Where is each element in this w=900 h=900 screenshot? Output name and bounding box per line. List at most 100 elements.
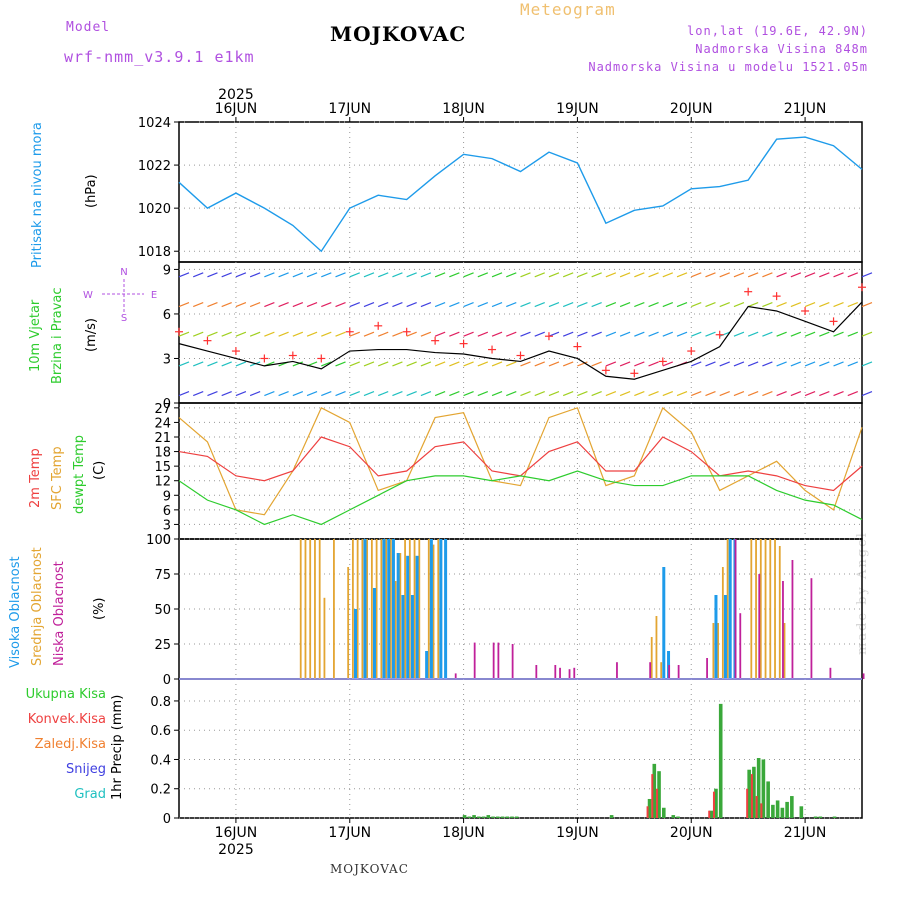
wind-barb (577, 272, 588, 278)
wind-barb (619, 331, 631, 337)
wind-barb (406, 301, 417, 308)
cloud-bar (739, 613, 742, 679)
cloud-bar (734, 539, 737, 679)
cloud-bar (385, 539, 387, 679)
wind-barb (434, 272, 446, 278)
wind-barb (434, 361, 446, 367)
wind-barb (235, 301, 247, 308)
wind-barb (463, 272, 474, 278)
panel-frame-wind (178, 261, 863, 404)
cloud-bar (473, 642, 476, 679)
precip-bar (718, 703, 723, 818)
cloud-bar (721, 567, 724, 679)
wind-barb (193, 272, 204, 278)
wind-barb (548, 361, 560, 367)
wind-barb (719, 391, 730, 397)
wind-barb (861, 361, 873, 367)
legend-snow: Snijeg (66, 762, 106, 777)
wind-barb (520, 272, 531, 278)
cloud-bar (404, 539, 406, 679)
precip-bar (647, 798, 652, 818)
wind-barb (207, 301, 218, 308)
wind-barb (605, 331, 617, 337)
cloud-bar (559, 667, 561, 679)
precip-bar (472, 815, 476, 818)
wind-barb (406, 272, 417, 278)
cloud-bar (406, 555, 410, 679)
cloud-bar (375, 539, 378, 679)
wind-barb (847, 361, 858, 367)
wind-barb (676, 331, 688, 337)
wind-barb (676, 272, 688, 278)
ytick-label-temperature: 3 (163, 518, 171, 533)
cloud-bar (764, 539, 767, 679)
ytick-label-pressure: 1018 (138, 245, 171, 260)
wind-barb (420, 272, 432, 278)
wind-barb (548, 331, 560, 337)
wind-barb (719, 331, 730, 337)
wind-barb (449, 391, 460, 397)
wind-barb (719, 272, 730, 278)
cloud-bar (351, 539, 354, 679)
cloud-bar (454, 673, 457, 679)
wind-barb (363, 361, 375, 367)
ytick-label-precip: 0 (163, 812, 171, 827)
wind-barb (178, 272, 190, 278)
wind-barb (264, 272, 275, 278)
wind-barb (833, 391, 844, 397)
ytick-label-pressure: 1024 (138, 116, 171, 131)
wind-barb (719, 301, 730, 308)
wind-barb (847, 391, 858, 397)
cloud-bar (318, 539, 321, 679)
wind-barb (392, 272, 403, 278)
precip-bar (651, 774, 654, 818)
cloud-bar (758, 574, 761, 679)
wind-barb (676, 391, 688, 397)
wind-barb (861, 301, 873, 308)
wind-barb (804, 361, 816, 367)
wind-barb (861, 331, 873, 337)
ytick-label-pressure: 1022 (138, 159, 171, 174)
wind-barb (363, 301, 375, 308)
wind-barb (434, 331, 446, 337)
wind-barb (790, 361, 802, 367)
cloud-bar (425, 651, 429, 679)
wind-barb (548, 272, 560, 278)
wind-barb (235, 331, 247, 337)
ytick-label-temperature: 18 (154, 446, 171, 461)
cloud-bar (810, 578, 813, 679)
ytick-label-temperature: 6 (163, 504, 171, 519)
wind-barb (577, 331, 588, 337)
wind-barb (363, 331, 375, 337)
wind-barb (790, 331, 802, 337)
wind-barb (776, 361, 787, 367)
precip-bar (756, 758, 761, 818)
wind-barb (491, 391, 503, 397)
legend-total-rain: Ukupna Kisa (25, 687, 106, 702)
precip-bar (656, 788, 659, 818)
wind-barb (662, 331, 674, 337)
wind-barb (804, 331, 816, 337)
wind-barb (534, 391, 545, 397)
precip-bar (491, 816, 495, 818)
cloud-bar (650, 637, 653, 679)
compass-w: W (83, 290, 93, 301)
wind-barb (790, 301, 802, 308)
wind-barb (377, 391, 389, 397)
wind-barb (691, 331, 702, 337)
precip-bar (761, 759, 766, 818)
wind-barb (349, 361, 360, 367)
cloud-bar (391, 539, 395, 679)
year-label-bottom: 2025 (218, 842, 254, 858)
wind-barb (819, 361, 830, 367)
cloud-bar (353, 609, 357, 679)
cloud-bar (382, 539, 386, 679)
legend-frozen-rain: Zaledj.Kisa (34, 737, 106, 752)
wind-barb (392, 301, 403, 308)
precip-bar (462, 815, 467, 818)
precip-bar (755, 796, 758, 818)
pressure-line (178, 136, 863, 253)
cloud-bar (415, 555, 419, 679)
wind-barb (762, 272, 773, 278)
precip-bar (799, 806, 804, 818)
